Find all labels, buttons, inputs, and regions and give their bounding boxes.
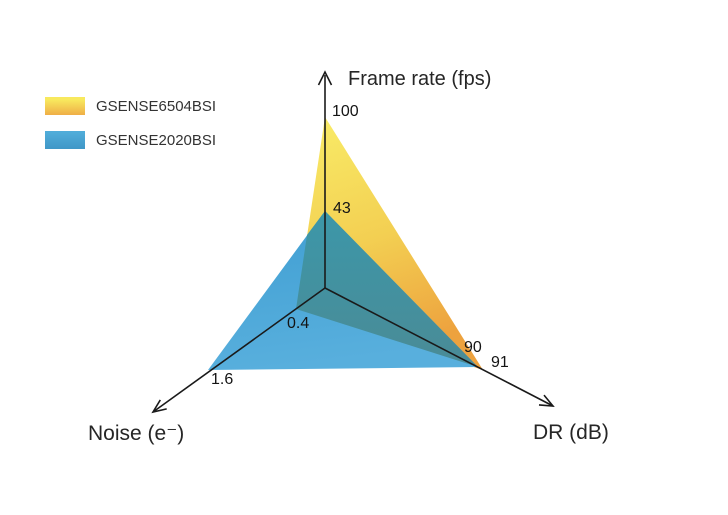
noise-axis-line [152,287,326,413]
noise-axis-title: Noise (e⁻) [88,422,185,445]
tick-dr-91: 91 [491,354,509,371]
legend-label: GSENSE6504BSI [96,98,217,115]
tick-noise-0-4: 0.4 [287,315,310,332]
tick-noise-1-6: 1.6 [211,371,234,388]
tick-dr-90: 90 [464,339,482,356]
legend-label: GSENSE2020BSI [96,132,217,149]
frame-rate-axis-arrow-icon [317,70,333,86]
tick-frame-rate-43: 43 [333,200,351,217]
noise-axis-arrow-icon [151,399,167,414]
dr-axis-arrow-icon [538,394,555,407]
legend-swatch-yellow [45,97,85,115]
tick-frame-rate-100: 100 [332,103,359,120]
series-overlap-region [296,211,478,367]
dr-axis-title: DR (dB) [533,421,609,444]
dr-axis-line [324,287,554,407]
legend-swatch-blue [45,131,85,149]
frame-rate-axis-title: Frame rate (fps) [348,68,492,90]
